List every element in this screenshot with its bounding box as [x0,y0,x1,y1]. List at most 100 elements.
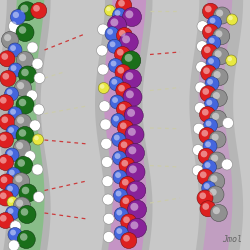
Circle shape [102,121,106,125]
Polygon shape [190,0,243,250]
Circle shape [121,142,127,148]
Circle shape [99,101,110,112]
Circle shape [8,240,19,250]
Circle shape [4,34,11,41]
Circle shape [19,184,37,202]
Circle shape [2,53,8,60]
Circle shape [202,160,216,174]
Circle shape [21,69,29,76]
Circle shape [205,77,219,91]
Circle shape [200,86,216,102]
Polygon shape [8,0,44,250]
Circle shape [210,175,218,182]
Text: Jmol: Jmol [222,235,242,244]
Circle shape [118,139,134,155]
Circle shape [206,100,212,105]
Circle shape [102,176,113,187]
Circle shape [18,206,36,224]
Circle shape [228,16,233,20]
Circle shape [31,2,47,18]
Circle shape [226,14,237,25]
Circle shape [126,162,145,182]
Circle shape [130,221,138,229]
Circle shape [202,3,218,19]
Circle shape [196,62,207,72]
Circle shape [192,144,203,156]
Circle shape [200,172,206,178]
Circle shape [224,119,229,124]
Circle shape [0,97,6,103]
Circle shape [200,201,216,217]
Circle shape [14,197,30,214]
Circle shape [129,165,137,173]
Circle shape [127,181,146,200]
Circle shape [212,113,219,120]
Polygon shape [95,0,152,250]
Circle shape [114,46,130,62]
Circle shape [33,192,44,202]
Circle shape [226,55,237,66]
Circle shape [125,10,133,18]
Circle shape [222,159,232,170]
Circle shape [116,210,122,216]
Circle shape [4,87,18,101]
Circle shape [202,88,209,95]
Circle shape [0,94,14,110]
Circle shape [210,110,226,127]
Circle shape [208,16,222,30]
Circle shape [8,228,22,241]
Circle shape [209,131,226,148]
Circle shape [104,178,108,182]
Circle shape [197,21,208,32]
Circle shape [112,97,118,103]
Circle shape [228,57,232,61]
Circle shape [213,28,230,45]
Circle shape [211,68,228,86]
Circle shape [106,7,111,11]
Circle shape [208,173,225,190]
Circle shape [116,228,122,234]
Circle shape [199,22,203,27]
Circle shape [200,192,206,199]
Circle shape [102,156,112,168]
Polygon shape [0,0,50,250]
Circle shape [202,203,209,210]
Circle shape [208,152,226,169]
Circle shape [215,30,222,38]
Circle shape [24,151,36,162]
Circle shape [194,102,205,114]
Circle shape [34,166,38,170]
Circle shape [122,160,128,166]
Circle shape [99,26,104,30]
Circle shape [98,82,109,94]
Circle shape [202,130,208,136]
Circle shape [103,158,108,163]
Circle shape [130,203,138,211]
Circle shape [110,41,116,47]
Circle shape [0,215,6,222]
Circle shape [108,39,122,53]
Circle shape [29,44,33,48]
Circle shape [203,68,210,74]
Circle shape [198,42,203,47]
Circle shape [10,242,14,246]
Circle shape [101,138,112,149]
Circle shape [10,45,16,51]
Circle shape [13,173,30,190]
Circle shape [17,230,35,248]
Circle shape [118,85,125,91]
Circle shape [12,222,16,227]
Circle shape [0,192,6,199]
Circle shape [123,88,142,106]
Circle shape [2,116,8,123]
Circle shape [118,0,125,6]
Circle shape [198,148,214,164]
Circle shape [0,134,6,141]
Circle shape [124,54,132,62]
Circle shape [112,8,126,22]
Circle shape [205,141,211,147]
Circle shape [10,10,26,24]
Circle shape [102,194,114,205]
Circle shape [35,106,40,110]
Circle shape [0,190,14,206]
